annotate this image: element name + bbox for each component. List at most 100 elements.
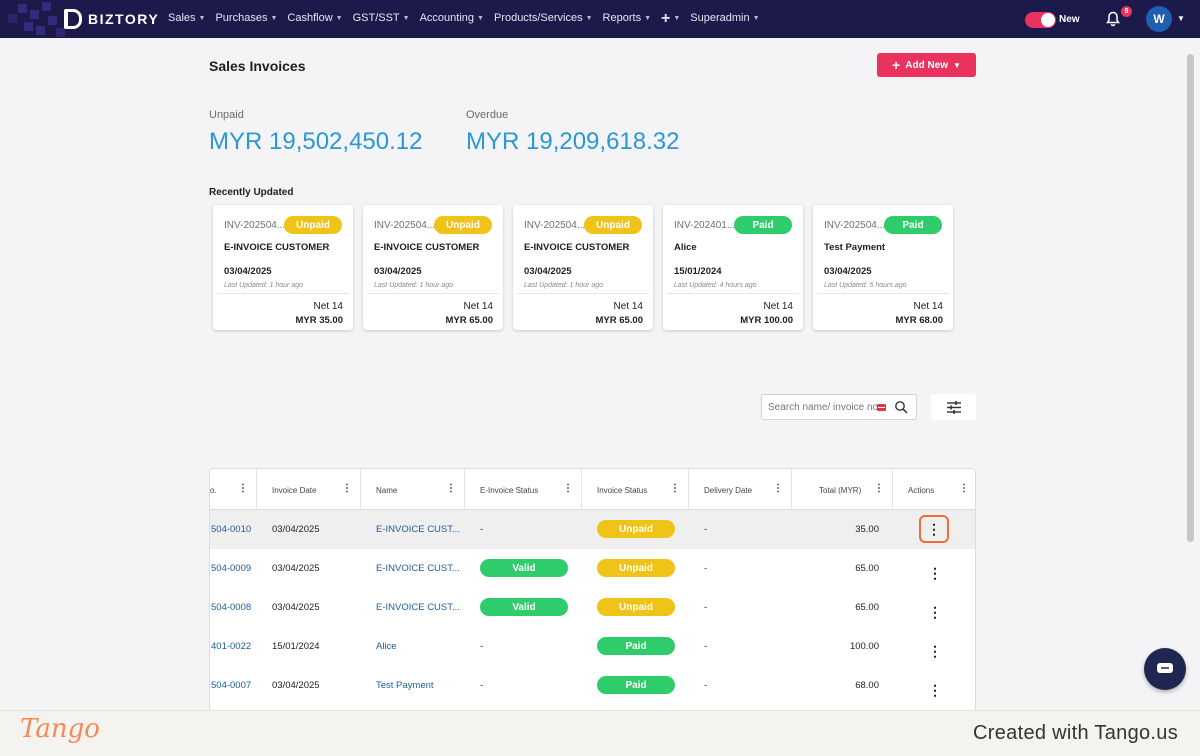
column-invoice-date[interactable]: Invoice Date ⋮ <box>257 469 361 510</box>
new-ui-toggle[interactable] <box>1025 12 1056 28</box>
column-menu-icon: ⋮ <box>446 483 456 494</box>
row-actions-icon[interactable]: ⋮ <box>919 515 949 543</box>
recent-invoice-card[interactable]: INV-202504... Unpaid E-INVOICE CUSTOMER … <box>363 205 503 330</box>
divider <box>817 293 949 294</box>
customer-link[interactable]: Test Payment <box>376 680 434 691</box>
card-amount: MYR 65.00 <box>595 315 643 326</box>
status-badge: Paid <box>597 637 675 655</box>
column-menu-icon: ⋮ <box>874 483 884 494</box>
table-row[interactable]: 504-0007 03/04/2025 Test Payment - Paid … <box>210 666 975 705</box>
customer-link[interactable]: E-INVOICE CUST... <box>376 563 460 574</box>
divider <box>517 293 649 294</box>
card-amount: MYR 100.00 <box>740 315 793 326</box>
row-actions-icon[interactable]: ⋮ <box>928 603 942 620</box>
card-date: 03/04/2025 <box>224 266 272 277</box>
table-row[interactable]: 401-0022 15/01/2024 Alice - Paid - 100.0… <box>210 627 975 666</box>
chevron-down-icon: ▼ <box>644 14 652 22</box>
overdue-amount: MYR 19,209,618.32 <box>466 128 680 155</box>
table-row[interactable]: 504-0008 03/04/2025 E-INVOICE CUST... Va… <box>210 588 975 627</box>
card-updated: Last Updated: 5 hours ago <box>824 282 907 289</box>
card-amount: MYR 35.00 <box>295 315 343 326</box>
chevron-down-icon: ▼ <box>953 60 961 70</box>
recent-invoice-card[interactable]: INV-202504... Paid Test Payment 03/04/20… <box>813 205 953 330</box>
recent-invoice-card[interactable]: INV-202504... Unpaid E-INVOICE CUSTOMER … <box>513 205 653 330</box>
card-amount: MYR 65.00 <box>445 315 493 326</box>
column-invoice-status[interactable]: Invoice Status ⋮ <box>582 469 689 510</box>
input-flag-icon <box>877 404 886 411</box>
menu-reports[interactable]: Reports ▼ <box>602 12 652 24</box>
chevron-down-icon: ▼ <box>752 14 760 22</box>
chevron-down-icon[interactable]: ▼ <box>1177 14 1185 23</box>
add-new-button[interactable]: + Add New ▼ <box>877 53 976 77</box>
row-actions-icon[interactable]: ⋮ <box>928 681 942 698</box>
menu-purchases[interactable]: Purchases ▼ <box>215 12 278 24</box>
card-amount: MYR 68.00 <box>895 315 943 326</box>
menu-gst-sst[interactable]: GST/SST ▼ <box>352 12 410 24</box>
table-row[interactable]: 504-0009 03/04/2025 E-INVOICE CUST... Va… <box>210 549 975 588</box>
total-amount: 68.00 <box>855 680 879 691</box>
invoice-no-link[interactable]: 504-0008 <box>211 602 252 613</box>
card-updated: Last Updated: 1 hour ago <box>224 282 304 289</box>
customer-link[interactable]: E-INVOICE CUST... <box>376 602 460 613</box>
tango-footer: Tango Created with Tango.us <box>0 710 1200 756</box>
card-updated: Last Updated: 1 hour ago <box>524 282 604 289</box>
invoice-date: 15/01/2024 <box>272 641 320 652</box>
menu-superadmin[interactable]: Superadmin ▼ <box>690 12 760 24</box>
total-amount: 65.00 <box>855 602 879 613</box>
customer-link[interactable]: E-INVOICE CUST... <box>376 524 460 535</box>
card-term: Net 14 <box>313 301 343 312</box>
search-icon[interactable] <box>894 400 908 414</box>
card-customer: Alice <box>674 242 697 253</box>
chat-button[interactable] <box>1144 648 1186 690</box>
delivery-date: - <box>704 602 708 613</box>
card-invoice-no: INV-202504... <box>824 220 886 231</box>
chat-icon <box>1157 663 1173 673</box>
card-term: Net 14 <box>463 301 493 312</box>
search-input[interactable] <box>768 399 883 415</box>
card-customer: E-INVOICE CUSTOMER <box>374 242 480 253</box>
einvoice-status: - <box>480 680 484 691</box>
column-einvoice-status[interactable]: E-Invoice Status ⋮ <box>465 469 582 510</box>
logo-pixel-pattern <box>0 0 70 38</box>
top-navbar: BIZTORY Sales ▼ Purchases ▼ Cashflow ▼ GST/… <box>0 0 1200 38</box>
column-total[interactable]: Total (MYR) ⋮ <box>792 469 893 510</box>
brand-name: BIZTORY <box>88 11 160 27</box>
card-term: Net 14 <box>613 301 643 312</box>
new-ui-label: New <box>1059 14 1080 25</box>
recent-invoice-card[interactable]: INV-202401... Paid Alice 15/01/2024 Last… <box>663 205 803 330</box>
plus-icon: + <box>892 57 901 73</box>
row-actions-icon[interactable]: ⋮ <box>928 564 942 581</box>
column-invoice-no[interactable]: o. ⋮ <box>210 469 257 510</box>
invoice-date: 03/04/2025 <box>272 680 320 691</box>
invoice-no-link[interactable]: 401-0022 <box>211 641 252 652</box>
menu-cashflow[interactable]: Cashflow ▼ <box>287 12 343 24</box>
card-date: 03/04/2025 <box>374 266 422 277</box>
menu-quick-add[interactable]: + ▼ <box>661 10 680 26</box>
card-updated: Last Updated: 4 hours ago <box>674 282 757 289</box>
page-scrollbar[interactable] <box>1187 54 1194 542</box>
bell-icon[interactable] <box>1106 11 1120 27</box>
brand-logo[interactable]: BIZTORY <box>64 9 159 29</box>
customer-link[interactable]: Alice <box>376 641 397 652</box>
column-delivery-date[interactable]: Delivery Date ⋮ <box>689 469 792 510</box>
row-actions-icon[interactable]: ⋮ <box>928 642 942 659</box>
recently-updated-title: Recently Updated <box>209 187 294 198</box>
menu-sales[interactable]: Sales ▼ <box>168 12 206 24</box>
biztory-logo-icon <box>64 9 82 29</box>
avatar[interactable]: W <box>1146 6 1172 32</box>
invoice-no-link[interactable]: 504-0010 <box>211 524 252 535</box>
recent-invoice-card[interactable]: INV-202504... Unpaid E-INVOICE CUSTOMER … <box>213 205 353 330</box>
delivery-date: - <box>704 563 708 574</box>
column-name[interactable]: Name ⋮ <box>361 469 465 510</box>
invoice-no-link[interactable]: 504-0007 <box>211 680 252 691</box>
column-actions[interactable]: Actions ⋮ <box>908 483 969 495</box>
menu-accounting[interactable]: Accounting ▼ <box>419 12 484 24</box>
card-date: 03/04/2025 <box>524 266 572 277</box>
filter-button[interactable] <box>931 394 976 420</box>
invoice-no-link[interactable]: 504-0009 <box>211 563 252 574</box>
table-row[interactable]: 504-0010 03/04/2025 E-INVOICE CUST... - … <box>210 510 975 549</box>
unpaid-amount: MYR 19,502,450.12 <box>209 128 423 155</box>
menu-products-services[interactable]: Products/Services ▼ <box>493 12 593 24</box>
chevron-down-icon: ▼ <box>198 14 206 22</box>
status-badge: Unpaid <box>284 216 342 234</box>
